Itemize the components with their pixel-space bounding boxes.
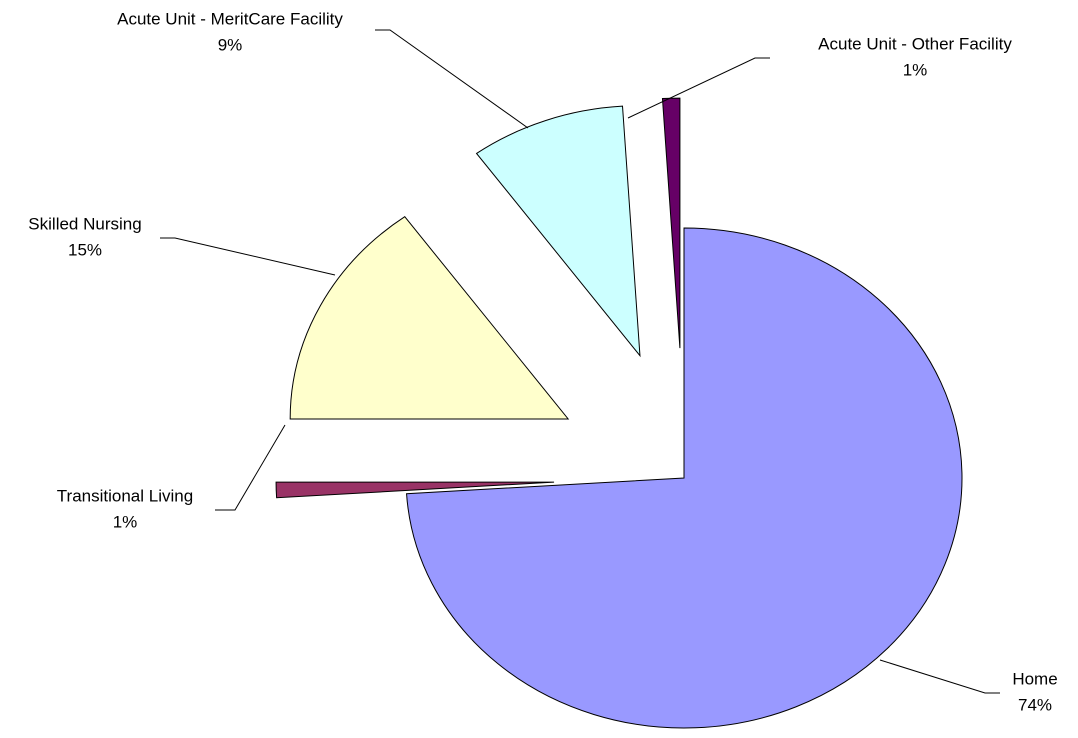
leader-line — [879, 659, 1000, 694]
pie-slice — [475, 105, 641, 358]
leader-line — [160, 237, 336, 276]
slice-label: Acute Unit - Other Facility — [818, 34, 1012, 53]
slice-value-label: 15% — [68, 240, 102, 259]
leader-line — [375, 29, 529, 129]
pie-slice — [289, 216, 570, 420]
slice-label: Home — [1012, 669, 1057, 688]
pie-slice — [661, 97, 681, 349]
slice-value-label: 74% — [1018, 695, 1052, 714]
slice-value-label: 1% — [113, 512, 138, 531]
slice-label: Skilled Nursing — [28, 214, 141, 233]
leader-line — [627, 57, 770, 119]
slice-label: Transitional Living — [57, 486, 193, 505]
pie-slice — [406, 227, 963, 729]
slice-label: Acute Unit - MeritCare Facility — [117, 9, 343, 28]
pie-slice — [275, 481, 555, 499]
slice-value-label: 1% — [903, 60, 928, 79]
leader-line — [215, 424, 286, 511]
slice-value-label: 9% — [218, 35, 243, 54]
